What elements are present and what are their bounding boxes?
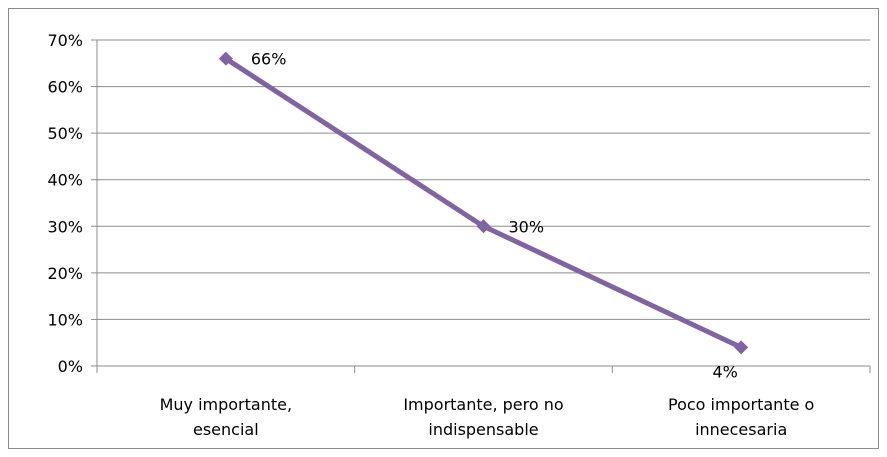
- data-point-marker: [218, 51, 233, 66]
- data-point-marker: [476, 219, 491, 234]
- data-label: 66%: [251, 50, 287, 69]
- data-label: 4%: [712, 362, 737, 381]
- x-category-label: Importante, pero no indispensable: [403, 395, 563, 439]
- series-group: [218, 51, 749, 355]
- y-tick-label: 10%: [47, 310, 83, 329]
- y-axis-tick-labels: 0% 10% 20% 30% 40% 50% 60% 70%: [47, 31, 83, 376]
- y-tick-label: 20%: [47, 264, 83, 283]
- x-category-label: Poco importante o innecesaria: [668, 395, 814, 439]
- y-tick-label: 60%: [47, 78, 83, 97]
- y-tick-label: 30%: [47, 217, 83, 236]
- x-category-label: Muy importante, esencial: [160, 395, 292, 439]
- x-axis-category-labels: Muy importante, esencial Importante, pero …: [160, 395, 815, 439]
- data-point-marker: [734, 340, 749, 355]
- y-tick-label: 0%: [58, 357, 83, 376]
- y-tick-label: 50%: [47, 124, 83, 143]
- data-labels: 66% 30% 4%: [251, 50, 738, 382]
- series-line: [223, 56, 744, 350]
- y-tick-label: 70%: [47, 31, 83, 50]
- axes: [91, 39, 871, 373]
- gridlines: [97, 39, 870, 320]
- y-tick-label: 40%: [47, 171, 83, 190]
- chart-frame: [8, 8, 879, 449]
- data-label: 30%: [509, 217, 545, 236]
